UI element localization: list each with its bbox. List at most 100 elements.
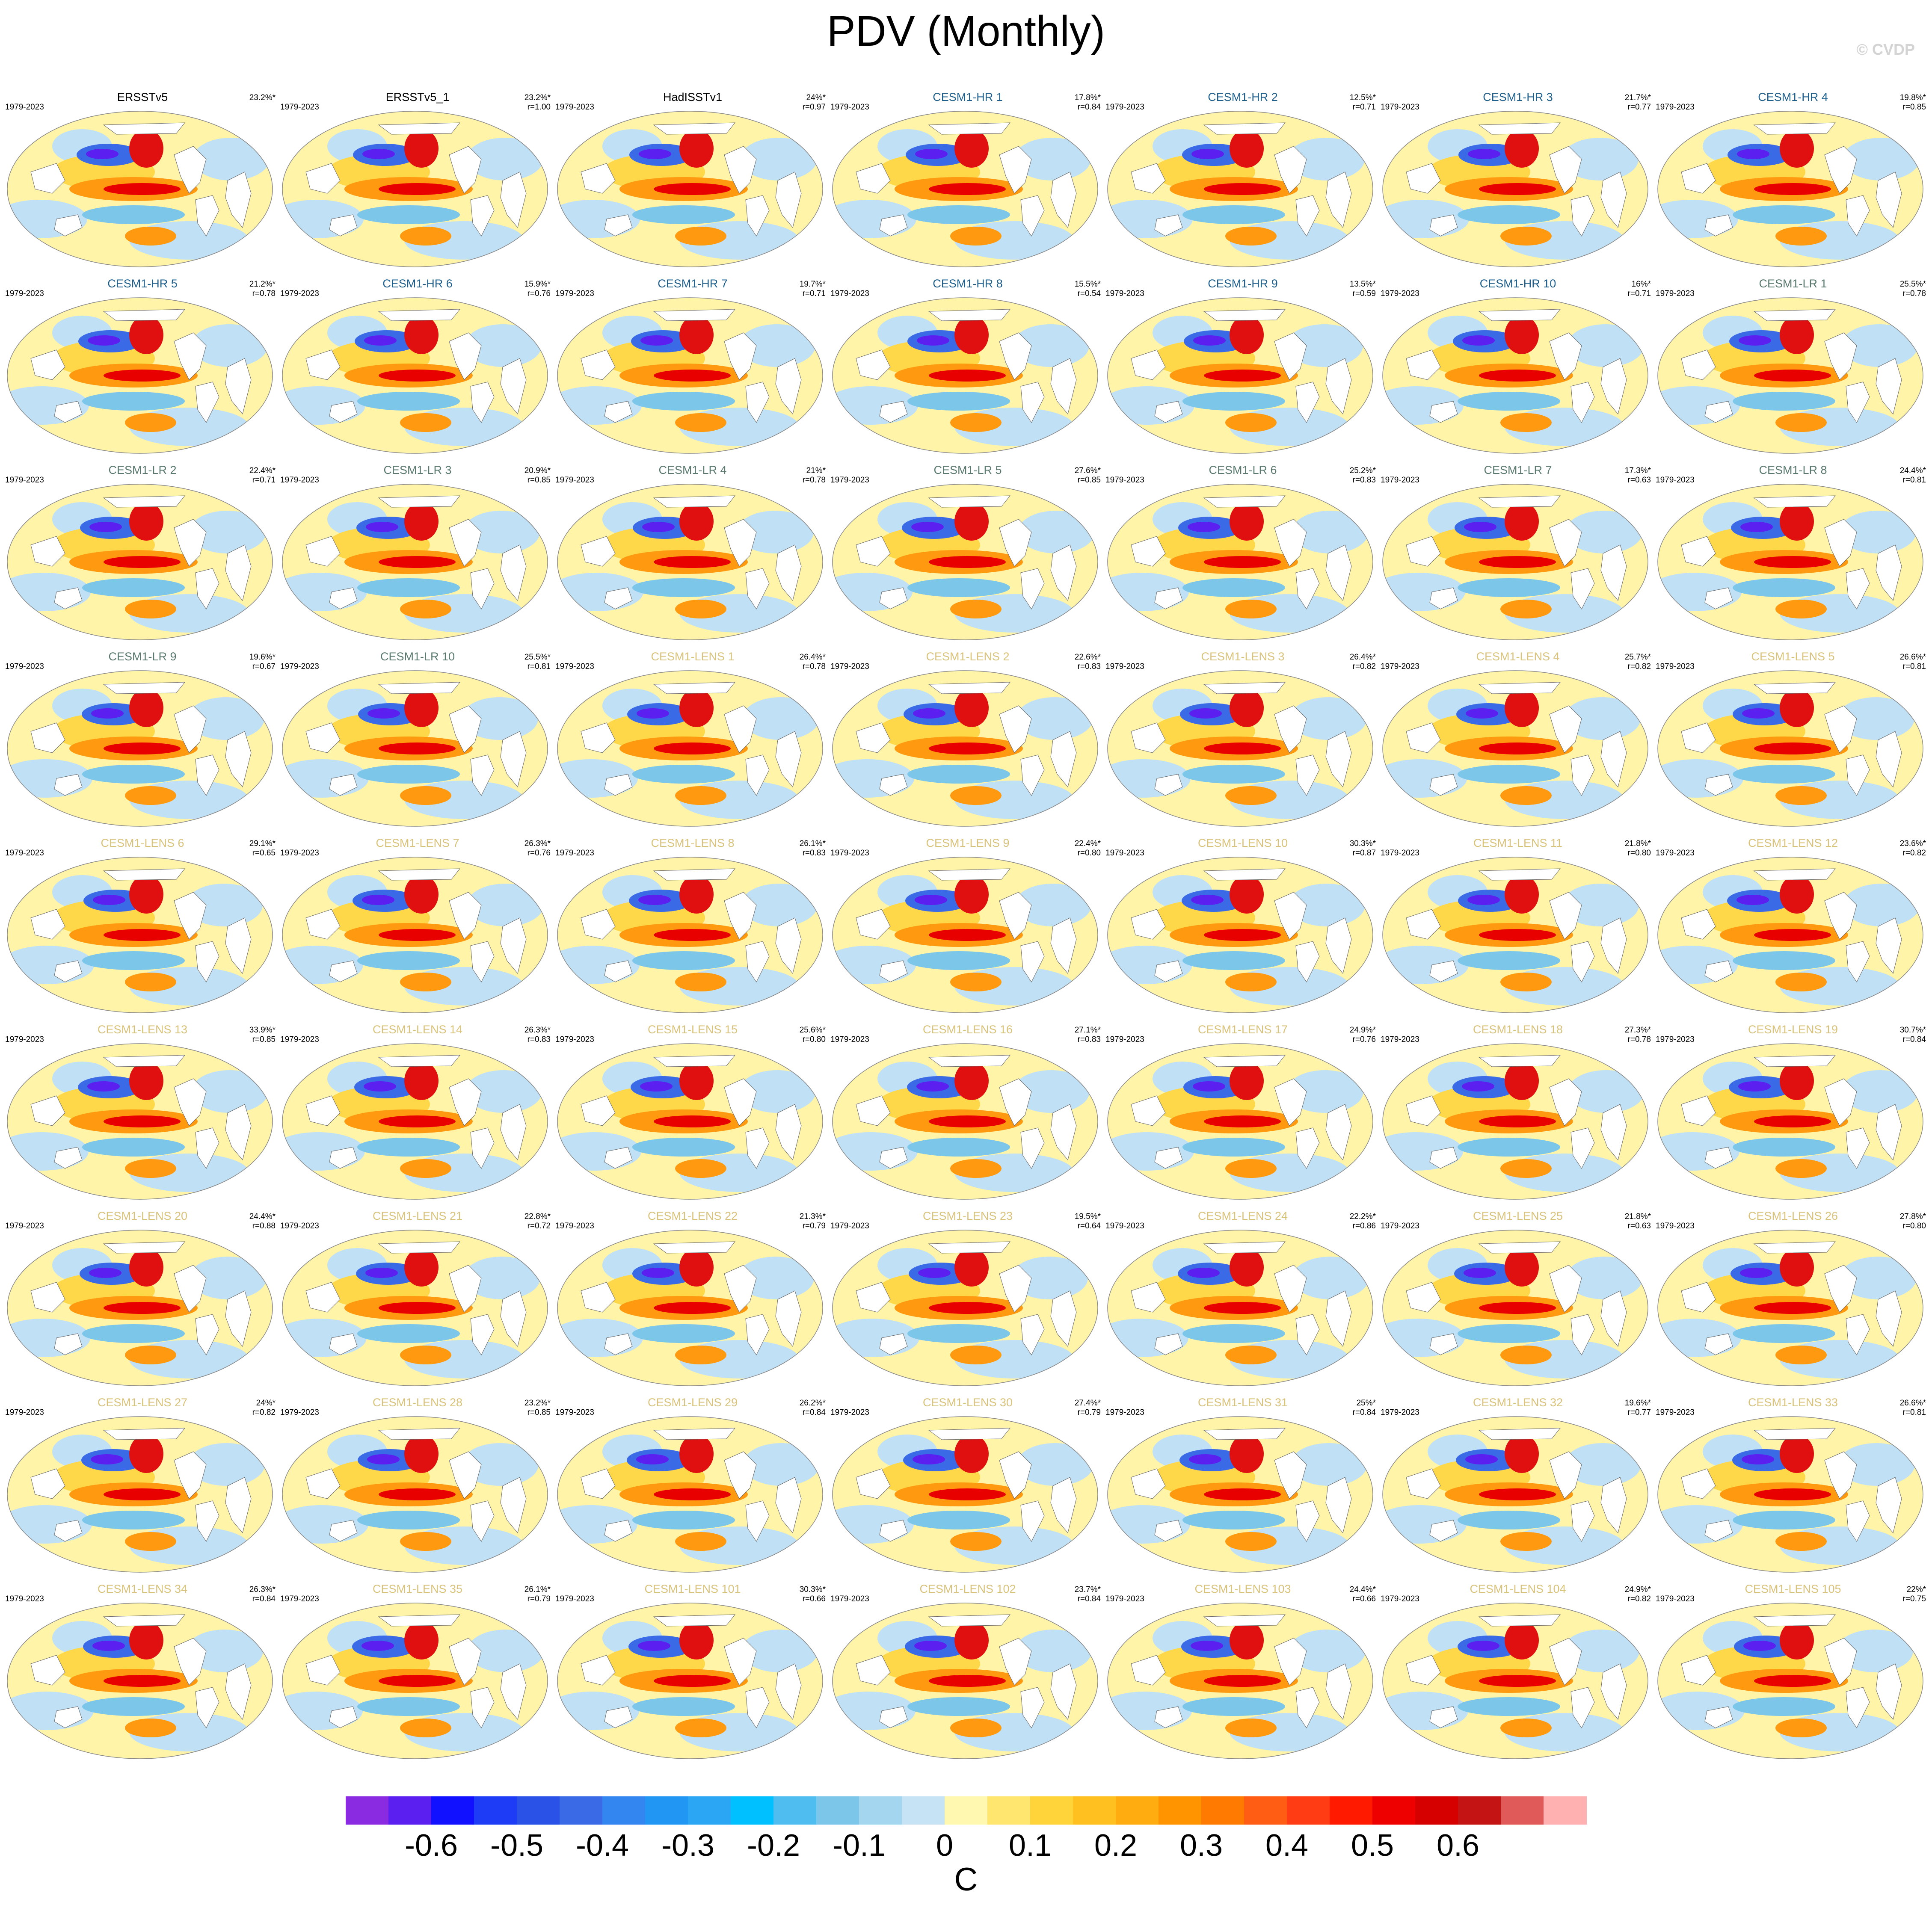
colorbar-segment [1030, 1796, 1073, 1825]
globe-outline [557, 111, 823, 267]
panel-title: CESM1-LENS 28 [372, 1396, 463, 1409]
sst-anomaly-field [7, 671, 273, 826]
panel-period: 1979-2023 [1656, 289, 1695, 298]
sst-anomaly-field [557, 298, 823, 453]
panel-variance-percent: 33.9%* [249, 1026, 276, 1035]
panel-period: 1979-2023 [830, 849, 869, 858]
panel-variance-percent: 25%* [1356, 1399, 1376, 1408]
globe-outline [282, 111, 548, 267]
panel-map [832, 111, 1098, 267]
sst-anomaly-field [1108, 298, 1373, 453]
globe-outline [832, 111, 1098, 267]
panel-correlation: r=0.63 [1627, 476, 1651, 485]
globe-outline [1107, 1230, 1373, 1386]
map-panel: CESM1-LENS 28 1979-2023 23.2%* r=0.85 [280, 1391, 555, 1577]
panel-variance-percent: 23.2%* [524, 93, 551, 102]
globe-outline [557, 484, 823, 640]
panel-map [7, 857, 273, 1013]
panel-period: 1979-2023 [555, 849, 594, 858]
globe-outline [832, 297, 1098, 454]
globe-outline [1382, 1603, 1648, 1759]
globe-outline [282, 1603, 548, 1759]
panel-correlation: r=0.65 [252, 849, 276, 858]
sst-anomaly-field [282, 1603, 548, 1759]
sst-anomaly-field [282, 1044, 548, 1199]
panel-variance-percent: 21.3%* [799, 1212, 826, 1221]
panel-title: CESM1-LR 2 [108, 464, 177, 476]
panel-variance-percent: 22.2%* [1349, 1212, 1376, 1221]
panel-variance-percent: 13.5%* [1349, 280, 1376, 289]
sst-anomaly-field [282, 1417, 548, 1572]
panel-title: CESM1-LENS 17 [1197, 1023, 1288, 1036]
sst-anomaly-field [282, 484, 548, 640]
colorbar-segment [945, 1796, 988, 1825]
panel-title: CESM1-LENS 31 [1197, 1396, 1288, 1409]
panel-period: 1979-2023 [5, 662, 44, 671]
colorbar-tick-label: -0.1 [832, 1828, 886, 1863]
globe-outline [557, 297, 823, 454]
panel-correlation: r=0.82 [1902, 849, 1926, 858]
panel-period: 1979-2023 [5, 1594, 44, 1603]
panel-correlation: r=0.78 [802, 662, 826, 671]
panel-correlation: r=0.78 [1627, 1035, 1651, 1044]
panel-period: 1979-2023 [555, 1222, 594, 1231]
panel-correlation: r=0.71 [1352, 103, 1376, 112]
map-panel: CESM1-HR 7 1979-2023 19.7%* r=0.71 [555, 272, 830, 458]
globe-outline [7, 670, 273, 827]
globe-outline [557, 1416, 823, 1573]
panel-title: CESM1-HR 6 [382, 277, 453, 290]
globe-outline [7, 857, 273, 1013]
panel-title: CESM1-LENS 2 [926, 650, 1010, 663]
panel-variance-percent: 19.7%* [799, 280, 826, 289]
panel-correlation: r=0.82 [1627, 662, 1651, 671]
map-panel: CESM1-LENS 7 1979-2023 26.3%* r=0.76 [280, 831, 555, 1018]
colorbar-segment [688, 1796, 731, 1825]
colorbar-tick-label: -0.4 [575, 1828, 629, 1863]
panel-variance-percent: 21.2%* [249, 280, 276, 289]
panel-title: CESM1-LENS 104 [1470, 1583, 1566, 1595]
panel-variance-percent: 26.2%* [799, 1399, 826, 1408]
panel-correlation: r=0.85 [1902, 103, 1926, 112]
colorbar-segment [474, 1796, 517, 1825]
globe-outline [282, 670, 548, 827]
panel-correlation: r=0.76 [527, 849, 551, 858]
globe-outline [1382, 297, 1648, 454]
globe-outline [7, 484, 273, 640]
map-panel: CESM1-LENS 3 1979-2023 26.4%* r=0.82 [1105, 645, 1380, 831]
map-panel: CESM1-LENS 2 1979-2023 22.6%* r=0.83 [830, 645, 1105, 831]
panel-correlation: r=0.66 [802, 1594, 826, 1603]
sst-anomaly-field [282, 111, 548, 267]
sst-anomaly-field [7, 857, 273, 1013]
panel-map [7, 484, 273, 640]
panel-correlation: r=0.80 [1077, 849, 1101, 858]
sst-anomaly-field [557, 857, 823, 1013]
map-panel: CESM1-LENS 11 1979-2023 21.8%* r=0.80 [1381, 831, 1655, 1018]
panel-map [832, 670, 1098, 827]
panel-map [1382, 111, 1648, 267]
sst-anomaly-field [1658, 111, 1923, 267]
panel-period: 1979-2023 [1105, 476, 1144, 485]
panel-variance-percent: 15.5%* [1074, 280, 1101, 289]
panel-title: CESM1-HR 2 [1208, 91, 1278, 104]
map-panel: CESM1-LENS 9 1979-2023 22.4%* r=0.80 [830, 831, 1105, 1018]
map-panel: CESM1-LR 8 1979-2023 24.4%* r=0.81 [1656, 459, 1930, 645]
map-panel: CESM1-LENS 18 1979-2023 27.3%* r=0.78 [1381, 1018, 1655, 1204]
panel-variance-percent: 26.1%* [524, 1585, 551, 1594]
panel-period: 1979-2023 [280, 103, 319, 112]
colorbar-tick-label: -0.2 [747, 1828, 800, 1863]
globe-outline [1657, 1603, 1923, 1759]
map-panel: CESM1-LENS 8 1979-2023 26.1%* r=0.83 [555, 831, 830, 1018]
panel-title: CESM1-LENS 15 [647, 1023, 738, 1036]
panel-correlation: r=0.77 [1627, 103, 1651, 112]
panel-map [1382, 297, 1648, 454]
colorbar-segment [388, 1796, 432, 1825]
globe-outline [1107, 1416, 1373, 1573]
colorbar-units-label: C [954, 1861, 978, 1898]
sst-anomaly-field [833, 857, 1098, 1013]
colorbar-tick-label: 0.1 [1008, 1828, 1052, 1863]
panel-period: 1979-2023 [830, 476, 869, 485]
sst-anomaly-field [833, 671, 1098, 826]
panel-variance-percent: 16%* [1631, 280, 1651, 289]
globe-outline [832, 1416, 1098, 1573]
panel-title: CESM1-HR 8 [933, 277, 1003, 290]
